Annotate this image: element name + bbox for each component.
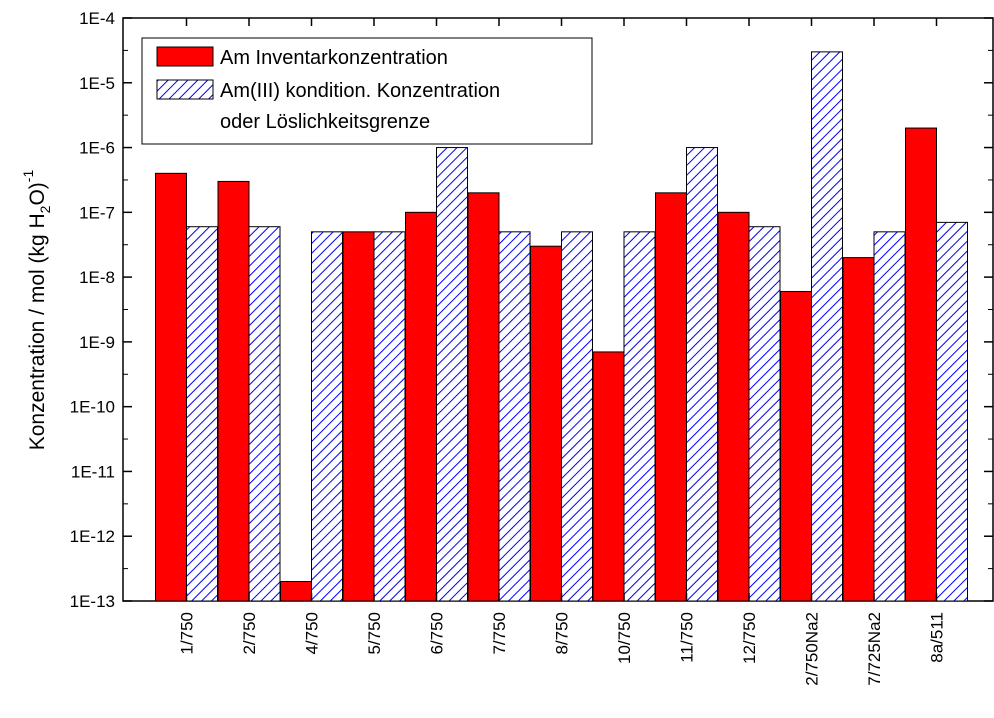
y-tick-label: 1E-7 xyxy=(79,203,115,222)
x-tick-label: 5/750 xyxy=(365,612,384,655)
legend-swatch-inventory xyxy=(156,46,214,67)
legend-label-conditional: Am(III) kondition. Konzentration xyxy=(220,80,500,102)
bar-conditional xyxy=(311,231,343,602)
legend: Am Inventarkonzentration Am(III) konditi… xyxy=(141,37,593,145)
y-tick-label: 1E-12 xyxy=(70,527,115,546)
bar-inventory xyxy=(155,172,187,602)
bar-inventory xyxy=(905,127,937,602)
y-tick-label: 1E-5 xyxy=(79,74,115,93)
y-tick-label: 1E-11 xyxy=(71,462,115,481)
x-tick-label: 8a/511 xyxy=(928,612,947,663)
y-tick-label: 1E-4 xyxy=(79,9,115,28)
legend-label-conditional-line2: oder Löslichkeitsgrenze xyxy=(220,111,430,133)
x-tick-label: 10/750 xyxy=(615,612,634,664)
bar-inventory xyxy=(217,180,250,602)
bar-inventory xyxy=(405,211,437,602)
bar-conditional xyxy=(373,231,406,602)
bars-group xyxy=(155,51,968,602)
y-tick-label: 1E-10 xyxy=(70,398,115,417)
bar-conditional xyxy=(748,226,781,602)
x-tick-label: 7/750 xyxy=(490,612,509,655)
y-tick-label: 1E-8 xyxy=(79,268,115,287)
x-tick-label: 2/750 xyxy=(240,612,259,655)
y-tick-label: 1E-6 xyxy=(79,139,115,158)
bar-conditional xyxy=(498,231,531,602)
bar-conditional xyxy=(686,147,718,602)
x-tick-label: 8/750 xyxy=(553,612,572,655)
x-tick-label: 4/750 xyxy=(303,612,322,655)
bar-inventory xyxy=(592,351,625,602)
x-tick-label: 11/750 xyxy=(678,612,697,663)
x-tick-label: 6/750 xyxy=(428,612,447,655)
legend-box xyxy=(141,37,593,145)
y-axis-title: Konzentration / mol (kg H2O)-1 xyxy=(20,170,53,451)
x-tick-label: 7/725Na2 xyxy=(865,612,884,686)
x-tick-label: 2/750Na2 xyxy=(803,612,822,686)
y-axis: 1E-4 1E-5 1E-6 1E-7 1E-8 1E-9 1E-10 1E-11 1E-12 1… xyxy=(70,9,993,611)
bar-inventory xyxy=(342,231,375,602)
x-tick-label: 1/750 xyxy=(178,612,197,655)
bar-conditional xyxy=(936,221,968,602)
legend-swatch-conditional xyxy=(156,79,214,100)
bar-inventory xyxy=(530,245,562,602)
x-axis: 1/750 2/750 4/750 5/750 6/750 7/750 8/750 10/75… xyxy=(178,18,947,686)
bar-inventory xyxy=(842,257,875,602)
bar-inventory xyxy=(655,192,687,602)
bar-conditional xyxy=(436,147,468,602)
bar-conditional xyxy=(623,231,656,602)
bar-conditional xyxy=(248,226,281,602)
bar-conditional xyxy=(186,226,218,602)
bar-conditional xyxy=(873,231,906,602)
bar-inventory xyxy=(280,580,312,602)
bar-inventory xyxy=(717,211,750,602)
x-tick-label: 12/750 xyxy=(740,612,759,664)
y-tick-label: 1E-9 xyxy=(79,333,115,352)
y-tick-label: 1E-13 xyxy=(70,592,115,611)
bar-inventory xyxy=(780,290,812,602)
bar-conditional xyxy=(561,231,593,602)
legend-label-inventory: Am Inventarkonzentration xyxy=(220,47,448,69)
bar-conditional xyxy=(811,51,843,602)
bar-inventory xyxy=(467,192,500,602)
